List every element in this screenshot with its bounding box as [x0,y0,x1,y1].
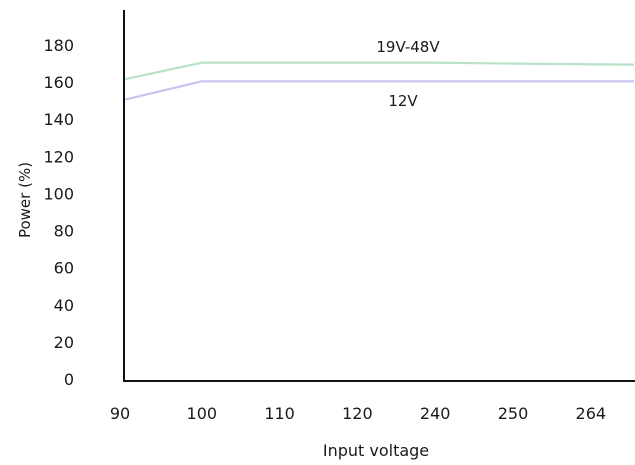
y-tick-label: 180 [43,36,74,55]
y-tick-label: 120 [43,147,74,166]
x-tick-label: 100 [187,404,218,423]
y-tick-label: 80 [54,222,74,241]
y-tick-label: 20 [54,333,74,352]
x-axis-label: Input voltage [323,441,429,460]
series-label-12v: 12V [388,92,418,110]
y-tick-label: 100 [43,184,74,203]
series-line-12v [123,80,634,101]
x-tick-label: 264 [576,404,607,423]
series-line-19v-48v [123,61,635,81]
series-label-19v-48v: 19V-48V [376,38,440,56]
x-tick-label: 250 [498,404,529,423]
y-tick-label: 60 [54,259,74,278]
x-tick-label: 90 [110,404,130,423]
x-tick-label: 240 [420,404,451,423]
y-axis-label: Power (%) [16,162,34,238]
y-tick-label: 40 [54,296,74,315]
y-tick-label: 0 [64,370,74,389]
y-tick-label: 140 [43,110,74,129]
y-tick-label: 160 [43,73,74,92]
x-tick-label: 120 [342,404,373,423]
x-tick-label: 110 [264,404,295,423]
